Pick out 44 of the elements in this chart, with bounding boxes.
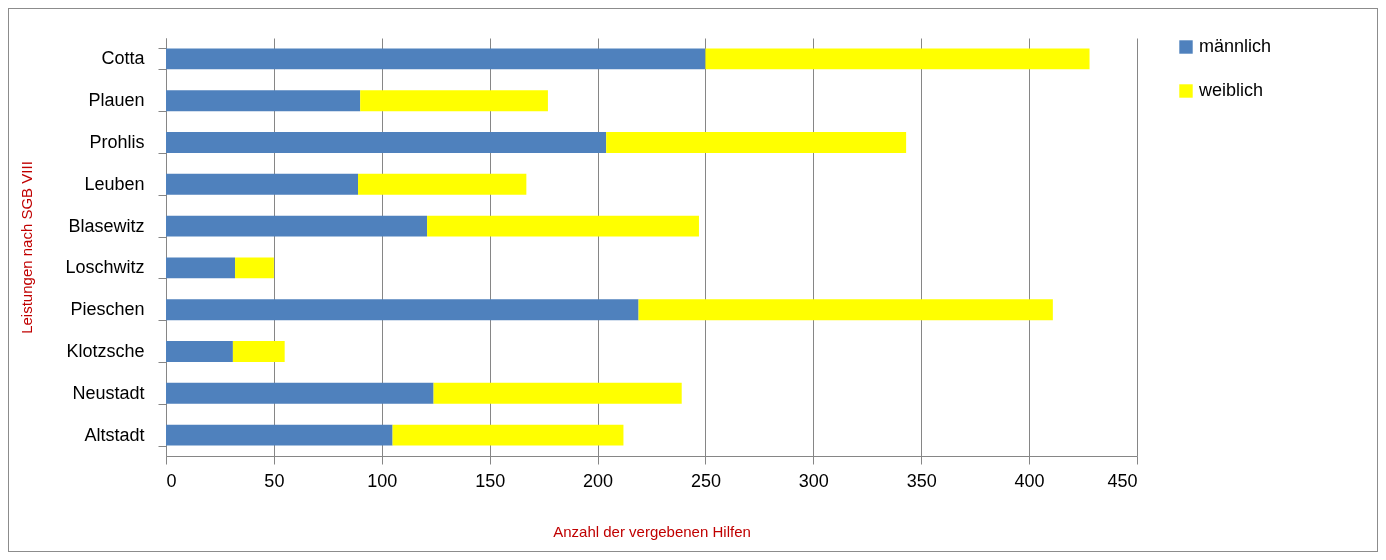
y-tick-label: Klotzsche (66, 341, 145, 361)
bar (433, 382, 682, 404)
y-tick-label: Pieschen (70, 299, 145, 320)
bar (705, 48, 1090, 70)
x-tick-label: 150 (475, 470, 506, 491)
y-tick-label: Prohlis (89, 132, 145, 152)
bar (392, 424, 624, 446)
bar (358, 173, 527, 195)
bar (606, 132, 907, 153)
y-tick-label: Loschwitz (65, 257, 145, 278)
y-tick-label: Leuben (84, 173, 145, 194)
x-tick-label: 50 (264, 470, 285, 491)
bar (166, 173, 359, 195)
y-tick-label: Blasewitz (68, 215, 145, 236)
bar (166, 257, 236, 279)
x-axis-title: Anzahl der vergebenen Hilfen (553, 522, 751, 540)
legend-label: männlich (1199, 36, 1272, 56)
bar (166, 424, 393, 446)
y-tick-label: Altstadt (84, 424, 145, 445)
y-tick-label: Cotta (101, 48, 146, 69)
bar (360, 90, 548, 112)
x-tick-label: 200 (583, 470, 614, 491)
x-tick-label: 400 (1014, 470, 1045, 491)
y-tick-label: Plauen (88, 90, 145, 111)
bar (166, 382, 434, 404)
bar (166, 215, 428, 237)
y-tick-label: Neustadt (72, 382, 145, 403)
x-tick-label: 100 (367, 470, 398, 491)
bar (427, 215, 699, 237)
y-axis-title: Leistungen nach SGB VIII (18, 161, 36, 334)
bar (166, 48, 706, 70)
x-tick-label: 0 (166, 470, 177, 491)
x-tick-label: 300 (798, 470, 829, 491)
bar (166, 132, 607, 153)
bar (235, 257, 274, 279)
bar (166, 90, 361, 112)
bar (232, 341, 285, 362)
legend-label: weiblich (1198, 80, 1264, 100)
x-tick-label: 350 (906, 470, 937, 491)
bar (166, 341, 233, 362)
bar (166, 299, 639, 321)
x-tick-label: 250 (690, 470, 721, 491)
x-tick-label: 450 (1107, 470, 1138, 491)
bar (638, 299, 1053, 321)
